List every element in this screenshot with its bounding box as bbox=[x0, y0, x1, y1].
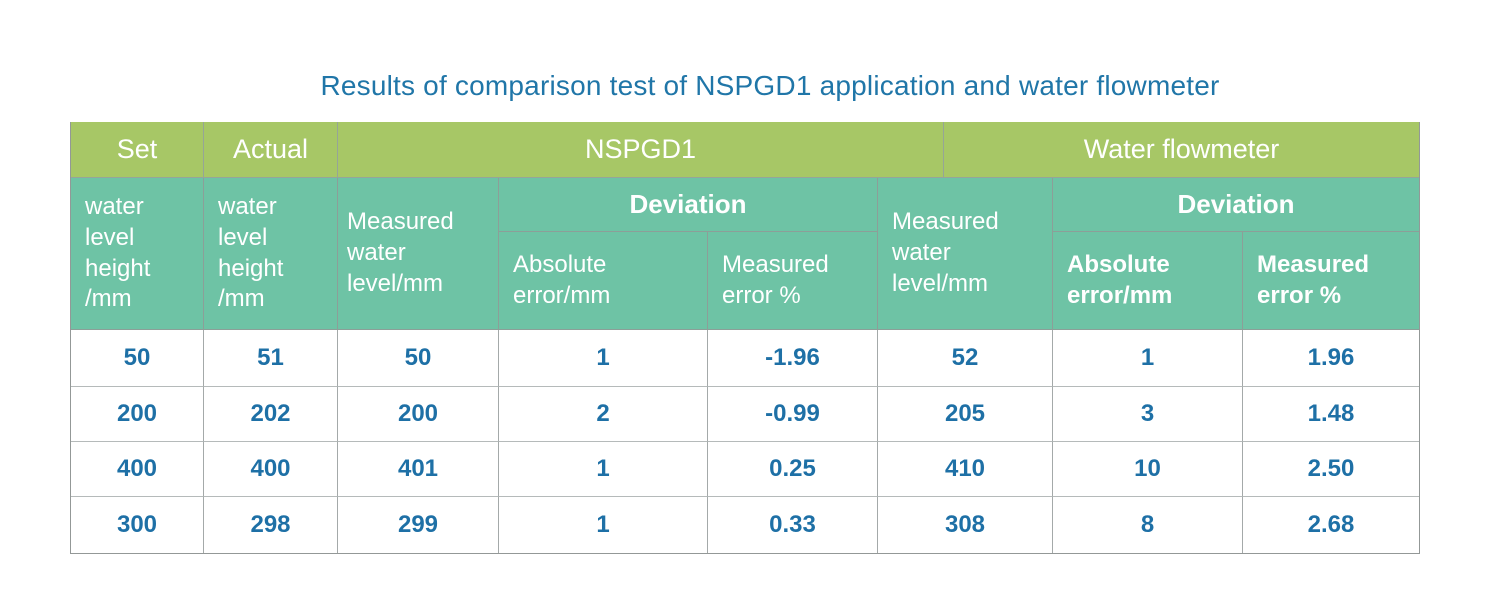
page-title: Results of comparison test of NSPGD1 app… bbox=[320, 70, 1220, 101]
col-header-nspgd1-absolute-error: Absolute error/mm bbox=[499, 232, 708, 330]
col-header-wf-measured: Measured water level/mm bbox=[878, 178, 1053, 330]
col-header-wf-deviation: Deviation bbox=[1053, 178, 1419, 232]
group-header-actual: Actual bbox=[204, 122, 338, 177]
col-header-nspgd1-measured-error: Measured error % bbox=[708, 232, 878, 330]
col-header-nspgd1-deviation: Deviation bbox=[499, 178, 878, 232]
table-cell: 0.33 bbox=[708, 497, 878, 553]
table-group-header-row: Set Actual NSPGD1 Water flowmeter bbox=[71, 122, 1419, 178]
table-cell: 1 bbox=[499, 442, 708, 497]
group-header-water-flowmeter: Water flowmeter bbox=[1083, 134, 1280, 164]
table-cell: 202 bbox=[204, 387, 338, 442]
col-header-nspgd1-measured: Measured water level/mm bbox=[338, 178, 499, 330]
table-cell: 400 bbox=[204, 442, 338, 497]
table-cell: 400 bbox=[71, 442, 204, 497]
table-column-header: water level height /mm water level heigh… bbox=[71, 178, 1419, 330]
col-header-wf-measured-error: Measured error % bbox=[1243, 232, 1419, 330]
table-cell: 52 bbox=[878, 330, 1053, 387]
table-cell: 1 bbox=[499, 497, 708, 553]
table-cell: 308 bbox=[878, 497, 1053, 553]
table-cell: 1.96 bbox=[1243, 330, 1419, 387]
table-cell: 200 bbox=[338, 387, 499, 442]
table-cell: 2.68 bbox=[1307, 511, 1355, 538]
comparison-table: Set Actual NSPGD1 Water flowmeter water … bbox=[70, 122, 1420, 554]
table-cell: 51 bbox=[204, 330, 338, 387]
table-cell: 300 bbox=[71, 497, 204, 553]
table-cell: 410 bbox=[878, 442, 1053, 497]
table-cell: 1.48 bbox=[1243, 387, 1419, 442]
col-header-actual-water-level: water level height /mm bbox=[204, 178, 338, 330]
table-cell: 0.25 bbox=[708, 442, 878, 497]
table-cell: 2.50 bbox=[1243, 442, 1419, 497]
table-cell: 1 bbox=[1053, 330, 1243, 387]
table-cell: -1.96 bbox=[708, 330, 878, 387]
group-header-nspgd1: NSPGD1 bbox=[338, 122, 944, 177]
table-cell: 10 bbox=[1053, 442, 1243, 497]
col-header-wf-absolute-error: Absolute error/mm bbox=[1053, 232, 1243, 330]
table-cell: 298 bbox=[204, 497, 338, 553]
table-cell: 1 bbox=[499, 330, 708, 387]
table-body: 50 51 50 1 -1.96 52 1 1.96 200 202 200 2… bbox=[71, 330, 1419, 553]
table-cell: -0.99 bbox=[708, 387, 878, 442]
table-cell: 8 bbox=[1053, 497, 1243, 553]
table-cell: 200 bbox=[71, 387, 204, 442]
table-cell: 299 bbox=[338, 497, 499, 553]
table-cell: 401 bbox=[338, 442, 499, 497]
col-header-set-water-level: water level height /mm bbox=[71, 178, 204, 330]
group-header-set: Set bbox=[71, 122, 204, 177]
table-cell: 3 bbox=[1053, 387, 1243, 442]
table-cell: 50 bbox=[338, 330, 499, 387]
table-cell: 2 bbox=[499, 387, 708, 442]
table-cell: 50 bbox=[71, 330, 204, 387]
table-cell: 205 bbox=[878, 387, 1053, 442]
